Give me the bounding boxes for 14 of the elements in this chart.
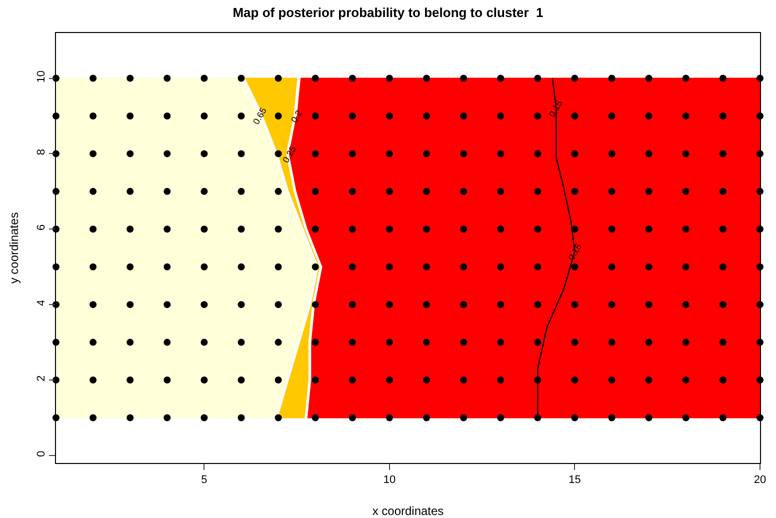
x-tick-label: 5: [201, 474, 208, 486]
x-tick-label: 20: [754, 474, 766, 486]
y-axis-title: y coordinates: [6, 212, 21, 284]
y-tick-label: 4: [36, 300, 48, 306]
y-tick-label: 6: [36, 224, 48, 231]
y-tick-label: 8: [36, 148, 48, 156]
y-tick-label: 0: [36, 450, 48, 457]
x-tick-label: 15: [568, 474, 581, 486]
annotation: 0.2: [289, 108, 304, 124]
x-tick-label: 10: [383, 474, 396, 486]
y-tick-label: 10: [36, 70, 48, 83]
x-axis-title: x coordinates: [372, 504, 444, 518]
chart-title: Map of posterior probability to belong to cluster 1: [232, 4, 544, 20]
y-tick-label: 2: [36, 375, 48, 382]
